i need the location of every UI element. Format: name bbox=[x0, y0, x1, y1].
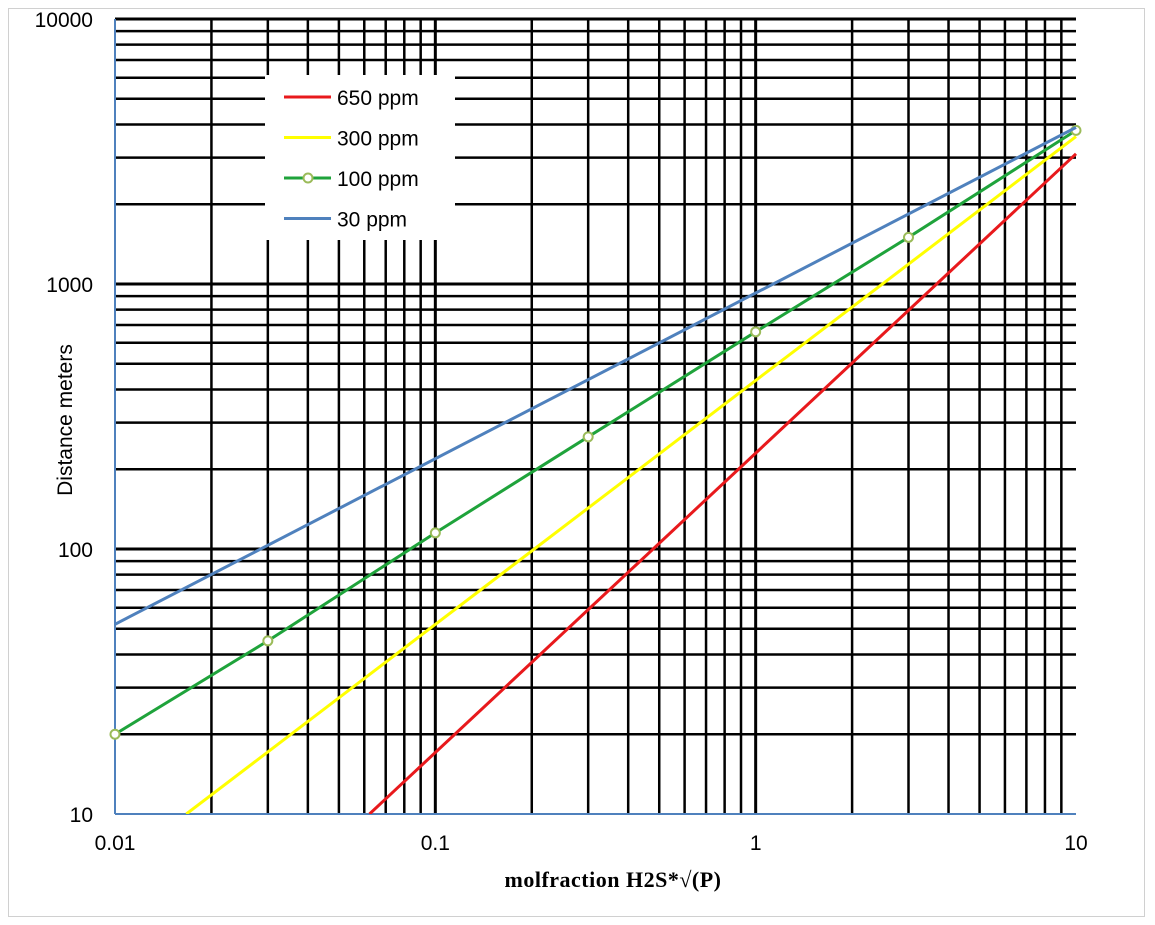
data-point-marker bbox=[903, 231, 915, 243]
x-tick-label: 10 bbox=[1064, 832, 1087, 855]
legend-entry-label: 30 ppm bbox=[337, 209, 407, 232]
y-axis-label: Distance meters bbox=[54, 344, 77, 496]
y-tick-label: 1000 bbox=[46, 274, 93, 297]
x-tick-label: 0.01 bbox=[95, 832, 136, 855]
legend-marker bbox=[302, 172, 314, 184]
x-tick-label: 0.1 bbox=[421, 832, 450, 855]
data-point-marker bbox=[582, 431, 594, 443]
data-point-marker bbox=[262, 635, 274, 647]
series-layer bbox=[109, 124, 1082, 814]
y-tick-label: 100 bbox=[58, 539, 93, 562]
series-line-30-ppm bbox=[115, 126, 1077, 626]
legend-entry-label: 650 ppm bbox=[337, 87, 419, 110]
series-line-300-ppm bbox=[185, 135, 1077, 814]
series-line-650-ppm bbox=[368, 152, 1078, 814]
legend: 650 ppm 300 ppm 100 ppm 30 ppm bbox=[265, 75, 455, 240]
y-tick-label: 10000 bbox=[35, 9, 93, 32]
grid-lines bbox=[115, 17, 1076, 814]
tick-labels: 0.01 0.1 1 10 10 100 1000 10000 bbox=[35, 9, 1088, 855]
series-line-100-ppm bbox=[115, 129, 1077, 736]
data-point-marker bbox=[109, 728, 121, 740]
legend-entry-label: 300 ppm bbox=[337, 128, 419, 151]
axes bbox=[114, 19, 1076, 815]
legend-box bbox=[265, 75, 455, 240]
x-tick-label: 1 bbox=[750, 832, 762, 855]
legend-entry-label: 100 ppm bbox=[337, 168, 419, 191]
y-tick-label: 10 bbox=[70, 804, 93, 827]
chart-frame bbox=[8, 8, 1145, 917]
data-point-marker bbox=[750, 326, 762, 338]
data-point-marker bbox=[429, 527, 441, 539]
x-axis-label: molfraction H2S*√(P) bbox=[505, 867, 722, 892]
